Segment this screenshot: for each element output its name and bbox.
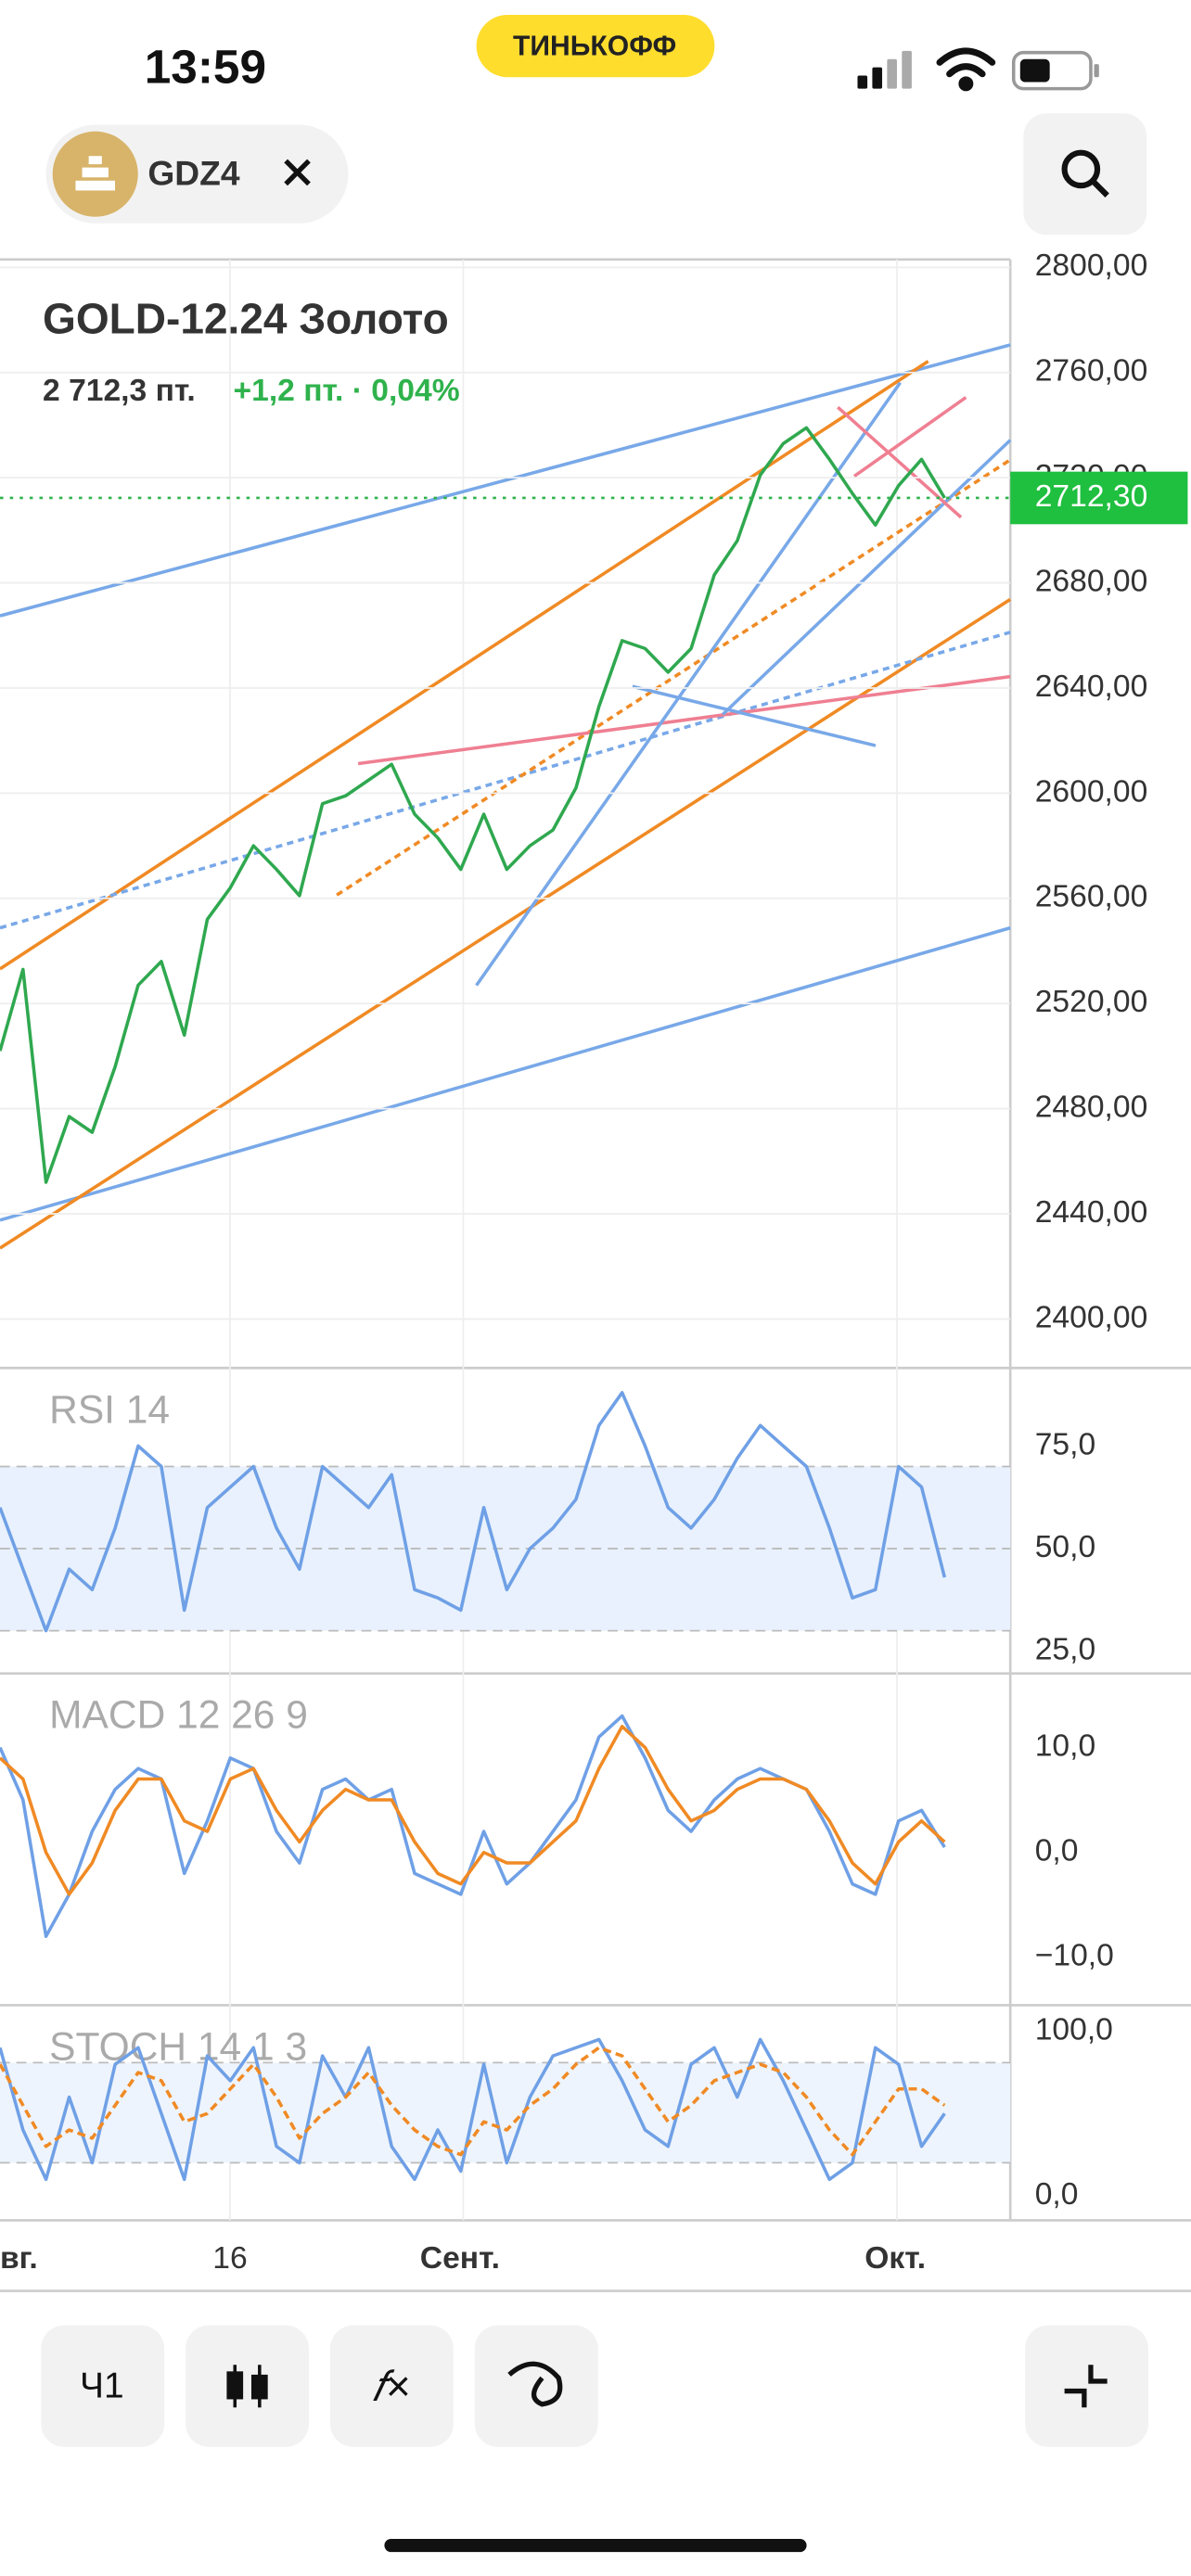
- y-tick-label: 2520,00: [1035, 985, 1148, 1019]
- y-tick-label: 100,0: [1035, 2012, 1113, 2047]
- candle-icon: [226, 2365, 268, 2408]
- panel-title: STOCH 14 1 3: [49, 2025, 307, 2069]
- indicators-button[interactable]: [329, 2325, 454, 2447]
- y-tick-label: 75,0: [1035, 1427, 1095, 1461]
- last-price: 2 712,3 пт.: [43, 374, 196, 408]
- y-tick-label: 2480,00: [1035, 1090, 1148, 1125]
- series-line: [0, 1391, 947, 1633]
- fx-icon: 𝑓×: [372, 2362, 410, 2410]
- series-line: [0, 2046, 946, 2157]
- stoch-band: [0, 2062, 1011, 2163]
- carrier: ТИНЬКОФФ: [513, 31, 676, 61]
- ticker: GDZ4: [147, 153, 239, 192]
- current-price-tag: [1010, 471, 1188, 525]
- series-line: [0, 2037, 946, 2182]
- y-tick-label: 2600,00: [1035, 774, 1148, 809]
- gold-bars-icon: [75, 156, 115, 191]
- carrier-pill: [476, 14, 715, 78]
- drawings: [0, 343, 1012, 1250]
- wifi-icon: [936, 47, 996, 92]
- y-tick-label: 2640,00: [1035, 670, 1148, 704]
- search-icon: [1061, 149, 1109, 198]
- y-tick-label: 50,0: [1035, 1530, 1095, 1564]
- y-tick-label: 2800,00: [1035, 249, 1148, 283]
- clock: 13:59: [145, 41, 266, 94]
- current-price-label: 2712,30: [1035, 479, 1148, 514]
- y-tick-label: −10,0: [1035, 1939, 1114, 1973]
- battery-icon: [1011, 50, 1099, 91]
- search-button[interactable]: [1023, 113, 1147, 236]
- chart-title: GOLD-12.24 Золото: [43, 294, 449, 342]
- time-label: Сент.: [420, 2241, 500, 2276]
- y-tick-label: 2400,00: [1035, 1300, 1148, 1334]
- y-tick-label: 0,0: [1035, 2177, 1079, 2212]
- interval-button[interactable]: [41, 2325, 165, 2447]
- draw-icon: [507, 2361, 563, 2407]
- time-label: Окт.: [864, 2241, 926, 2276]
- y-tick-label: 2760,00: [1035, 354, 1148, 389]
- y-tick-label: 2560,00: [1035, 880, 1148, 914]
- series-line: [0, 426, 946, 1184]
- y-tick-label: 2680,00: [1035, 564, 1148, 598]
- time-label: 16: [212, 2241, 247, 2276]
- close-button[interactable]: [284, 159, 311, 186]
- y-tick-label: 2440,00: [1035, 1195, 1148, 1230]
- panel-borders: [0, 258, 1191, 2292]
- signal-icon: [857, 50, 912, 89]
- rsi-levels: [0, 1465, 1011, 1632]
- time-grid: [229, 259, 898, 2221]
- time-label: вг.: [0, 2241, 38, 2276]
- toolbar: [41, 2325, 1148, 2447]
- chart-type-button[interactable]: [186, 2325, 309, 2447]
- y-tick-label: 25,0: [1035, 1633, 1095, 1667]
- series-line: [0, 1725, 946, 1896]
- y-tick-label: 0,0: [1035, 1834, 1079, 1868]
- home-indicator: [384, 2538, 807, 2553]
- interval: Ч1: [80, 2366, 124, 2405]
- stoch-levels: [0, 2061, 1011, 2164]
- panel-title: MACD 12 26 9: [49, 1694, 308, 1738]
- series-line: [0, 1714, 946, 1938]
- price-change: +1,2 пт. · 0,04%: [233, 374, 459, 408]
- y-tick-label: 10,0: [1035, 1728, 1095, 1763]
- panel-title: RSI 14: [49, 1388, 170, 1432]
- collapse-button[interactable]: [1025, 2325, 1148, 2447]
- collapse-icon: [1064, 2365, 1108, 2408]
